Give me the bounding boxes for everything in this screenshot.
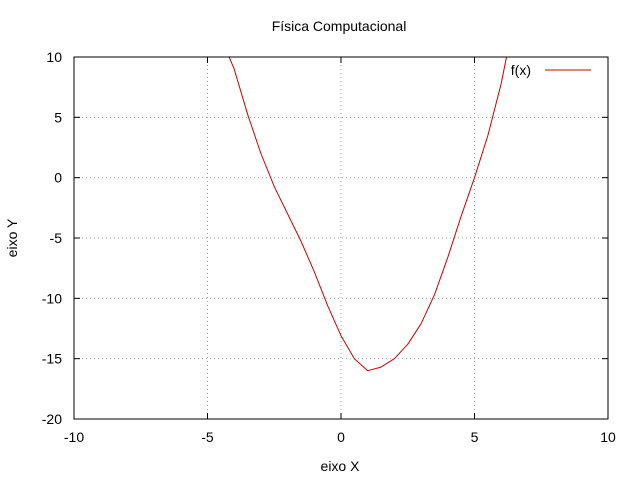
x-tick-label: -5 [201, 429, 214, 445]
y-tick-label: 5 [54, 109, 62, 125]
y-axis-label: eixo Y [4, 218, 20, 257]
y-tick-label: -20 [42, 411, 62, 427]
y-tick-label: 0 [54, 170, 62, 186]
legend: f(x) [511, 62, 591, 78]
y-tick-label: 10 [46, 49, 62, 65]
x-tick-label: -10 [64, 429, 84, 445]
x-tick-label: 0 [337, 429, 345, 445]
x-axis-label: eixo X [321, 458, 361, 474]
chart-title: Física Computacional [272, 18, 407, 34]
series-layer [228, 56, 507, 372]
x-tick-label: 5 [471, 429, 479, 445]
grid-lines [74, 57, 608, 419]
legend-label: f(x) [511, 62, 531, 78]
y-tick-label: -5 [50, 230, 63, 246]
series-line-0 [228, 56, 507, 372]
y-tick-label: -10 [42, 290, 62, 306]
y-tick-label: -15 [42, 351, 62, 367]
axis-ticks: -10 -5 0 5 10 -20 -15 -10 -5 0 5 10 [42, 49, 616, 445]
x-tick-label: 10 [600, 429, 616, 445]
